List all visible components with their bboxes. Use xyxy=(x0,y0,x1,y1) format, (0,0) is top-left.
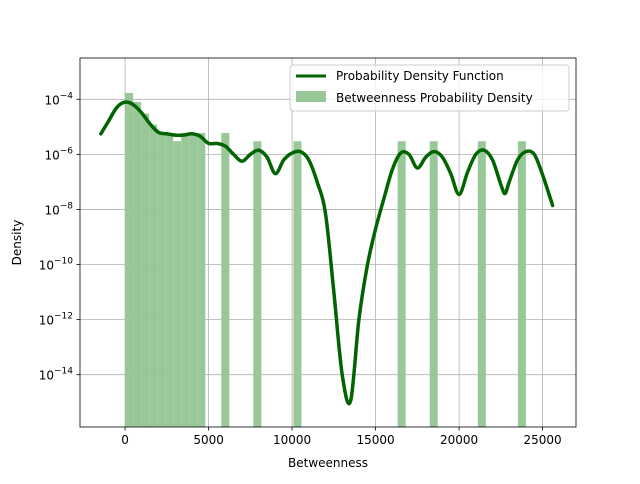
pdf-line xyxy=(99,100,555,406)
histogram-bar xyxy=(125,92,134,428)
histogram-bar xyxy=(165,132,174,428)
x-axis-label: Betweenness xyxy=(288,456,368,470)
x-tick-label: 0 xyxy=(121,433,129,447)
histogram-bar xyxy=(197,132,206,428)
histogram-bar xyxy=(221,132,230,428)
legend-box xyxy=(289,64,570,112)
histogram-bar xyxy=(141,113,150,427)
x-tick-label: 5000 xyxy=(193,433,224,447)
x-axis-ticks: 0 5000 10000 15000 20000 25000 xyxy=(121,427,562,447)
histogram-bars xyxy=(125,92,526,428)
histogram-bar xyxy=(157,132,166,428)
histogram-bar xyxy=(397,141,406,428)
x-tick-label: 15000 xyxy=(357,433,395,447)
y-tick-label: 10−6 xyxy=(44,146,73,162)
legend-bar-label: Betweenness Probability Density xyxy=(336,91,533,105)
y-axis-ticks: 10−14 10−12 10−10 10−8 10−6 10−4 xyxy=(39,91,80,383)
y-tick-label: 10−4 xyxy=(44,91,73,107)
histogram-bar xyxy=(189,132,198,428)
histogram-bar xyxy=(253,141,262,428)
histogram-bar xyxy=(429,141,438,428)
histogram-bar xyxy=(133,101,142,427)
y-tick-label: 10−8 xyxy=(44,201,73,217)
plot-frame xyxy=(79,57,577,428)
y-tick-label: 10−10 xyxy=(39,257,74,273)
histogram-bar xyxy=(149,124,158,427)
histogram-bar xyxy=(293,141,302,428)
y-axis-label: Density xyxy=(10,220,24,266)
histogram-bar xyxy=(181,132,190,428)
legend-line-label: Probability Density Function xyxy=(336,69,504,83)
pdf-line-layer xyxy=(99,100,555,406)
y-tick-label: 10−14 xyxy=(39,367,74,383)
x-tick-label: 25000 xyxy=(524,433,562,447)
x-tick-label: 10000 xyxy=(273,433,311,447)
histogram-bar xyxy=(517,141,526,428)
histogram-bar xyxy=(477,141,486,428)
legend: Probability Density Function Betweenness… xyxy=(289,64,570,112)
x-tick-label: 20000 xyxy=(440,433,478,447)
histogram-bar xyxy=(173,141,182,428)
legend-bar-swatch xyxy=(296,91,326,102)
y-tick-label: 10−12 xyxy=(39,312,73,328)
